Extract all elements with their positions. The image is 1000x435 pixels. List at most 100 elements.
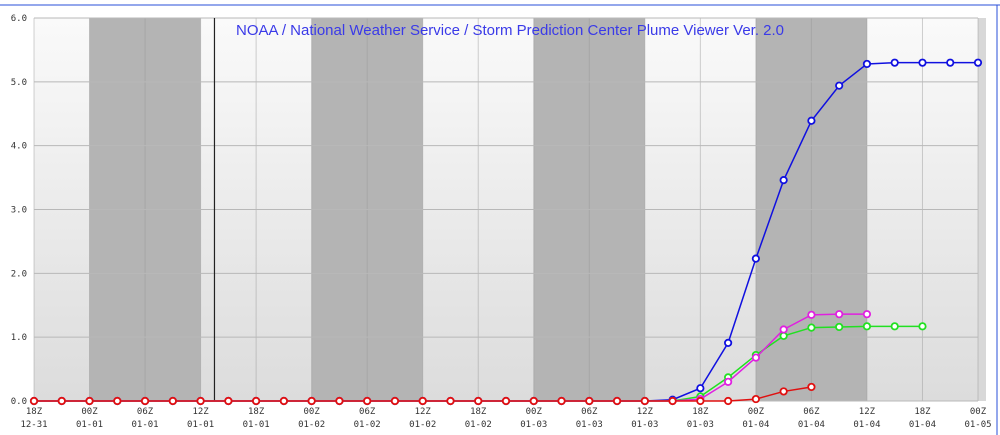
data-point [57, 396, 66, 406]
x-tick-line: 06Z [581, 407, 598, 417]
x-tick-line: 01-04 [853, 420, 880, 430]
y-tick-label: 1.0 [11, 333, 27, 343]
data-point [501, 396, 511, 406]
data-point [918, 322, 927, 331]
data-point [751, 353, 760, 362]
data-point [724, 377, 733, 386]
x-tick-line: 01-03 [576, 420, 603, 430]
x-tick-line: 12Z [192, 407, 209, 417]
data-point [363, 396, 372, 406]
data-point [724, 396, 733, 406]
data-point [862, 310, 872, 319]
x-tick-label: 12Z 01-03 [631, 407, 658, 430]
x-tick-line: 01-03 [520, 420, 547, 430]
plot-edge [978, 18, 986, 401]
data-point [85, 396, 94, 406]
data-point [224, 396, 233, 406]
x-tick-line: 06Z [803, 407, 820, 417]
data-point [890, 322, 899, 331]
data-point [724, 338, 733, 348]
x-tick-line: 01-01 [187, 420, 214, 430]
x-tick-line: 01-04 [742, 420, 769, 430]
x-tick-label: 18Z 01-01 [243, 407, 270, 430]
x-tick-line: 18Z [914, 407, 931, 417]
x-tick-label: 18Z 01-02 [465, 407, 492, 430]
x-tick-label: 00Z 01-02 [298, 407, 325, 430]
x-tick-label: 00Z 01-01 [76, 407, 103, 430]
x-tick-line: 01-04 [798, 420, 825, 430]
x-tick-line: 01-03 [631, 420, 658, 430]
x-tick-line: 12-31 [20, 420, 47, 430]
data-point [335, 396, 344, 406]
y-tick-label: 2.0 [11, 269, 27, 279]
x-tick-line: 01-02 [465, 420, 492, 430]
data-point [807, 382, 816, 392]
data-point [529, 396, 538, 406]
data-point [918, 58, 927, 67]
plot-layer [29, 17, 983, 406]
y-tick-label: 0.0 [11, 397, 27, 407]
x-tick-line: 00Z [81, 407, 98, 417]
data-point [862, 59, 872, 69]
x-tick-line: 00Z [526, 407, 543, 417]
x-tick-line: 01-02 [354, 420, 381, 430]
x-tick-line: 01-02 [409, 420, 436, 430]
data-point [29, 396, 39, 406]
chart-title: NOAA / National Weather Service / Storm … [236, 22, 784, 39]
y-tick-label: 6.0 [11, 14, 27, 24]
data-point [807, 116, 816, 125]
x-tick-line: 18Z [692, 407, 709, 417]
data-point [307, 396, 316, 406]
x-tick-label: 06Z 01-03 [576, 407, 603, 430]
y-tick-label: 5.0 [11, 78, 27, 88]
x-tick-label: 18Z 12-31 [20, 407, 47, 430]
data-point [862, 322, 872, 331]
x-tick-label: 06Z 01-04 [798, 407, 825, 430]
data-point [252, 396, 261, 406]
x-tick-line: 12Z [637, 407, 654, 417]
data-point [835, 310, 844, 319]
x-tick-line: 01-04 [909, 420, 936, 430]
x-tick-line: 01-01 [132, 420, 159, 430]
data-point [779, 331, 788, 340]
x-tick-label: 12Z 01-02 [409, 407, 436, 430]
x-tick-line: 00Z [748, 407, 765, 417]
data-point [751, 254, 760, 263]
data-point [696, 384, 705, 393]
data-point [835, 81, 844, 90]
x-tick-line: 01-01 [76, 420, 103, 430]
x-tick-label: 06Z 01-02 [354, 407, 381, 430]
x-tick-line: 01-03 [687, 420, 714, 430]
x-tick-label: 00Z 01-03 [520, 407, 547, 430]
x-tick-line: 06Z [359, 407, 376, 417]
data-point [585, 396, 594, 406]
data-point [140, 396, 150, 406]
x-tick-line: 06Z [137, 407, 154, 417]
x-tick-label: 12Z 01-04 [853, 407, 880, 430]
data-point [446, 396, 455, 406]
data-point [418, 396, 427, 406]
x-tick-line: 18Z [26, 407, 43, 417]
x-tick-label: 18Z 01-04 [909, 407, 936, 430]
data-point [390, 396, 400, 406]
data-point [946, 58, 955, 67]
data-point [779, 176, 788, 185]
x-tick-label: 00Z 01-04 [742, 407, 769, 430]
data-point [474, 396, 483, 406]
y-tick-label: 3.0 [11, 206, 27, 216]
data-point [668, 396, 677, 406]
x-tick-line: 18Z [248, 407, 265, 417]
data-point [973, 58, 983, 67]
data-point [835, 322, 844, 332]
data-point [196, 396, 205, 406]
data-point [751, 394, 760, 404]
data-point [890, 58, 899, 67]
x-tick-label: 06Z 01-01 [132, 407, 159, 430]
x-tick-line: 01-02 [298, 420, 325, 430]
x-tick-line: 01-05 [964, 420, 991, 430]
data-point [640, 396, 649, 406]
x-tick-line: 00Z [304, 407, 321, 417]
data-point [696, 396, 705, 406]
